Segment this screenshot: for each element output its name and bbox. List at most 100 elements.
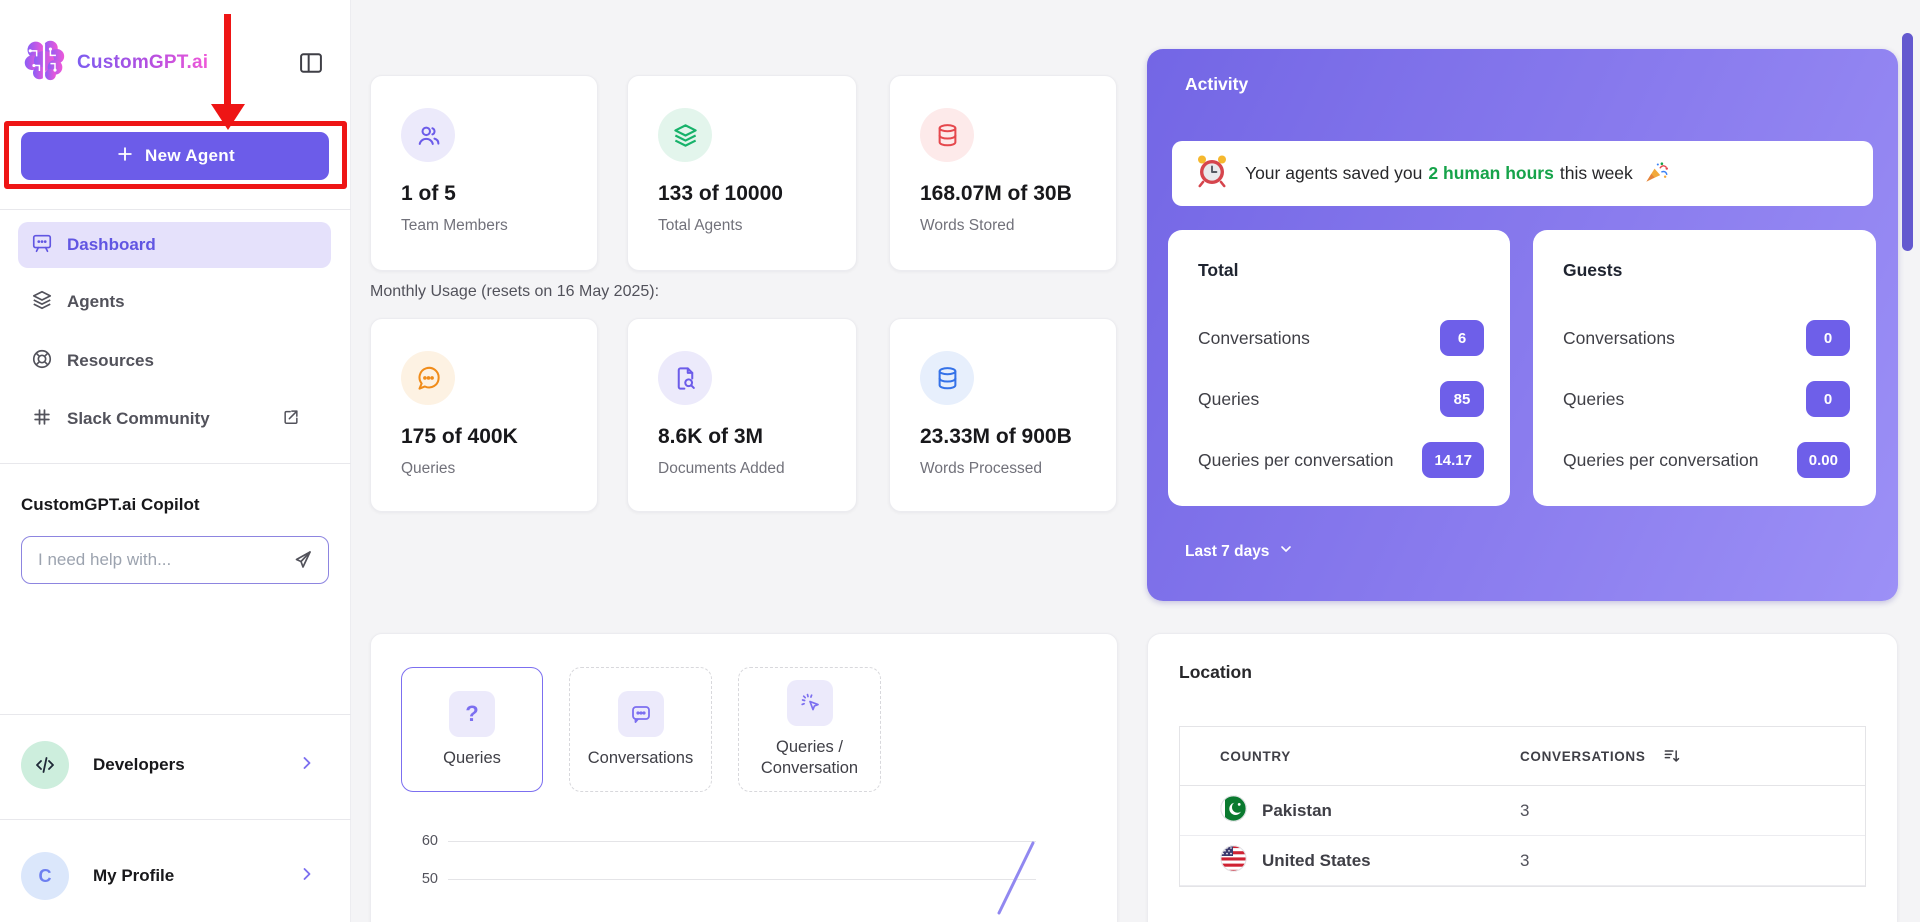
metric-label: Conversations: [1563, 327, 1675, 348]
table-row: United States 3: [1180, 836, 1865, 886]
stat-label: Documents Added: [658, 460, 785, 477]
metric-badge: 14.17: [1422, 442, 1484, 478]
tab-label: Conversations: [587, 748, 694, 767]
metric-badge: 85: [1440, 381, 1484, 417]
profile-label: My Profile: [93, 866, 175, 885]
metric-badge: 0.00: [1796, 442, 1850, 478]
metric-row: Conversations 6: [1198, 318, 1484, 358]
code-icon: [21, 741, 69, 789]
alarm-clock-icon: [1194, 153, 1230, 194]
location-panel: Location COUNTRY CONVERSATIONS: [1147, 633, 1898, 922]
document-search-icon: [658, 351, 712, 405]
us-flag-icon: [1220, 844, 1247, 877]
stat-card-total-agents: 133 of 10000 Total Agents: [627, 75, 857, 271]
new-agent-label: New Agent: [145, 146, 235, 165]
y-axis-tick: 50: [421, 871, 438, 887]
column-header-country: COUNTRY: [1220, 748, 1291, 764]
stat-label: Words Processed: [920, 460, 1043, 477]
banner-suffix: this week: [1559, 163, 1633, 183]
brain-logo-icon: [21, 38, 67, 87]
stat-card-queries: 175 of 400K Queries: [370, 318, 598, 512]
stat-value: 23.33M of 900B: [920, 425, 1072, 448]
slack-icon: [31, 406, 53, 433]
sidebar-item-agents[interactable]: Agents: [18, 279, 331, 325]
card-title: Total: [1198, 260, 1239, 280]
annotation-highlight-box: [4, 121, 347, 189]
party-popper-icon: [1644, 158, 1670, 189]
activity-title: Activity: [1185, 74, 1249, 94]
sidebar-item-label: Dashboard: [67, 235, 156, 254]
users-icon: [401, 108, 455, 162]
panel-collapse-icon[interactable]: [297, 49, 325, 77]
send-icon[interactable]: [290, 548, 314, 572]
developers-label: Developers: [93, 755, 185, 774]
brand-logo: CustomGPT.ai: [21, 38, 208, 87]
stat-value: 8.6K of 3M: [658, 425, 764, 448]
sort-icon[interactable]: [1662, 746, 1682, 766]
sidebar-item-developers[interactable]: Developers: [21, 734, 331, 796]
column-header-conversations: CONVERSATIONS: [1520, 748, 1646, 764]
lifebuoy-icon: [31, 348, 53, 375]
banner-prefix: Your agents saved you: [1245, 163, 1423, 183]
annotation-arrow-shaft: [224, 14, 231, 106]
banner-highlight: 2 human hours: [1428, 163, 1554, 183]
activity-panel: Activity Your agents saved you 2 human ho…: [1147, 49, 1898, 601]
line-series: [997, 841, 1035, 915]
new-agent-button[interactable]: New Agent: [21, 132, 329, 180]
cursor-click-icon: [786, 680, 833, 727]
pakistan-flag-icon: [1220, 794, 1247, 827]
scrollbar-thumb[interactable]: [1902, 33, 1913, 251]
date-range-selector[interactable]: Last 7 days: [1185, 541, 1294, 562]
tab-queries-per-conversation[interactable]: Queries / Conversation: [738, 667, 881, 792]
stat-value: 168.07M of 30B: [920, 182, 1072, 205]
copilot-input[interactable]: [22, 550, 290, 570]
location-table: COUNTRY CONVERSATIONS: [1179, 726, 1866, 887]
metric-row: Queries per conversation 0.00: [1563, 440, 1850, 480]
stat-value: 133 of 10000: [658, 182, 783, 205]
database-icon: [920, 108, 974, 162]
stat-card-documents-added: 8.6K of 3M Documents Added: [627, 318, 857, 512]
stat-label: Queries: [401, 460, 456, 477]
divider: [0, 819, 351, 820]
sidebar-item-resources[interactable]: Resources: [18, 338, 331, 384]
question-mark-icon: ?: [465, 700, 479, 726]
dashboard-icon: [31, 232, 53, 259]
card-title: Guests: [1563, 260, 1623, 280]
metric-label: Queries per conversation: [1198, 449, 1394, 470]
brand-name: CustomGPT.ai: [77, 51, 209, 73]
tab-label: Queries: [443, 748, 501, 767]
conversation-bubble-icon: [617, 690, 664, 737]
stat-card-words-stored: 168.07M of 30B Words Stored: [889, 75, 1117, 271]
activity-guests-card: Guests Conversations 0 Queries 0 Queries…: [1533, 230, 1876, 506]
table-header-row: COUNTRY CONVERSATIONS: [1180, 727, 1865, 786]
metric-label: Queries: [1563, 388, 1625, 409]
sidebar-item-slack-community[interactable]: Slack Community: [18, 396, 331, 442]
tab-queries[interactable]: ? Queries: [401, 667, 543, 792]
metric-badge: 0: [1806, 381, 1850, 417]
stat-card-words-processed: 23.33M of 900B Words Processed: [889, 318, 1117, 512]
country-name: Pakistan: [1262, 800, 1332, 820]
chevron-down-icon: [1278, 541, 1294, 562]
sidebar-item-dashboard[interactable]: Dashboard: [18, 222, 331, 268]
tab-conversations[interactable]: Conversations: [569, 667, 712, 792]
metric-row: Queries per conversation 14.17: [1198, 440, 1484, 480]
plus-icon: [115, 144, 135, 169]
monthly-usage-label: Monthly Usage (resets on 16 May 2025):: [370, 283, 660, 300]
metric-label: Queries: [1198, 388, 1260, 409]
divider: [0, 714, 351, 715]
activity-banner: Your agents saved you 2 human hours this w…: [1172, 141, 1873, 206]
chart-panel: ? Queries Conversations Queries / Conver…: [370, 633, 1118, 922]
layers-icon: [31, 289, 53, 316]
sidebar-item-my-profile[interactable]: C My Profile: [21, 845, 331, 907]
stat-label: Total Agents: [658, 217, 743, 234]
stat-label: Team Members: [401, 217, 508, 234]
stat-card-team-members: 1 of 5 Team Members: [370, 75, 598, 271]
database-icon: [920, 351, 974, 405]
chat-bubble-icon: [401, 351, 455, 405]
metric-badge: 0: [1806, 320, 1850, 356]
gridline: [448, 841, 1036, 842]
chevron-right-icon: [297, 864, 317, 889]
sidebar-item-label: Slack Community: [67, 409, 210, 428]
metric-row: Conversations 0: [1563, 318, 1850, 358]
sidebar-item-label: Agents: [67, 292, 125, 311]
